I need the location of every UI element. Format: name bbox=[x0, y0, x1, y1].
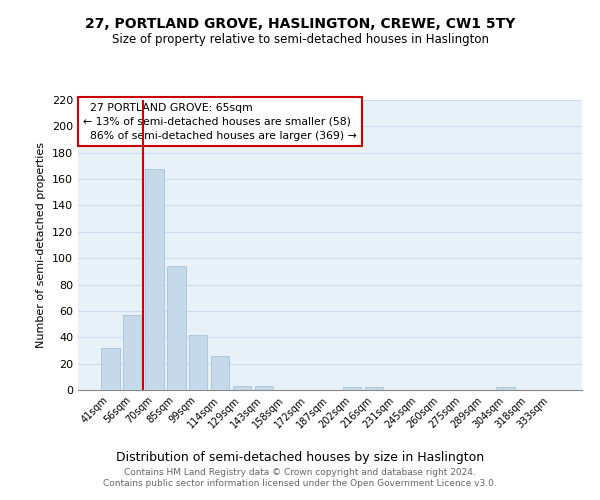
Text: Contains HM Land Registry data © Crown copyright and database right 2024.
Contai: Contains HM Land Registry data © Crown c… bbox=[103, 468, 497, 487]
Bar bbox=[211, 356, 229, 390]
Text: Size of property relative to semi-detached houses in Haslington: Size of property relative to semi-detach… bbox=[112, 32, 488, 46]
Bar bbox=[233, 386, 251, 390]
Bar bbox=[343, 388, 361, 390]
Text: 27 PORTLAND GROVE: 65sqm
← 13% of semi-detached houses are smaller (58)
  86% of: 27 PORTLAND GROVE: 65sqm ← 13% of semi-d… bbox=[83, 103, 357, 141]
Bar bbox=[145, 168, 164, 390]
Bar bbox=[101, 348, 119, 390]
Bar bbox=[123, 315, 142, 390]
Bar bbox=[189, 334, 208, 390]
Bar bbox=[167, 266, 185, 390]
Bar bbox=[365, 388, 383, 390]
Text: 27, PORTLAND GROVE, HASLINGTON, CREWE, CW1 5TY: 27, PORTLAND GROVE, HASLINGTON, CREWE, C… bbox=[85, 18, 515, 32]
Y-axis label: Number of semi-detached properties: Number of semi-detached properties bbox=[37, 142, 46, 348]
Text: Distribution of semi-detached houses by size in Haslington: Distribution of semi-detached houses by … bbox=[116, 451, 484, 464]
Bar bbox=[255, 386, 274, 390]
Bar bbox=[496, 388, 515, 390]
